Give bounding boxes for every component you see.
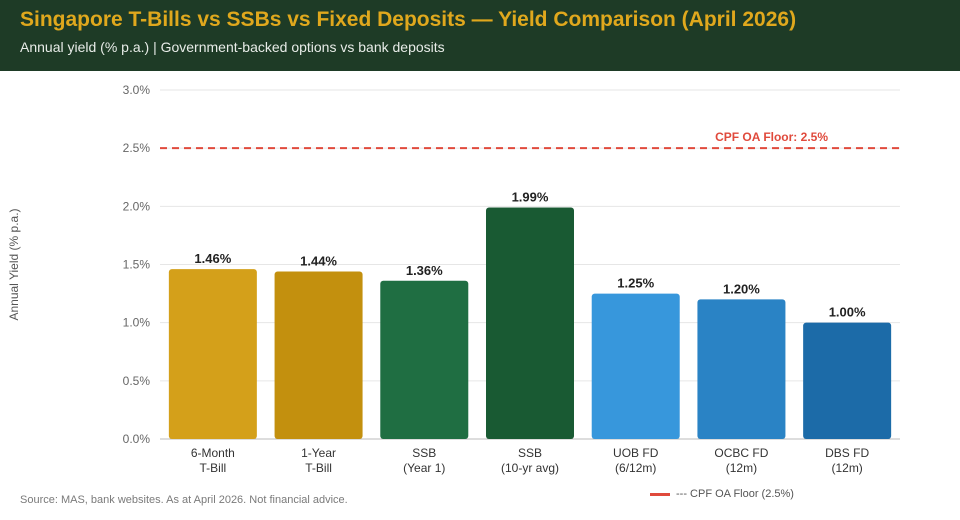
legend: --- CPF OA Floor (2.5%) [650,487,794,501]
y-tick-label: 2.0% [123,199,151,213]
bar[interactable] [486,207,574,439]
bar-value-label: 1.00% [829,305,866,320]
x-category-label: DBS FD [825,446,869,460]
x-category-label: SSB [518,446,542,460]
y-tick-label: 0.0% [123,432,151,446]
x-category-label: (Year 1) [403,461,445,475]
x-category-label: T-Bill [200,461,227,475]
y-tick-label: 1.0% [123,316,151,330]
y-tick-label: 2.5% [123,141,151,155]
source-note: Source: MAS, bank websites. As at April … [20,494,348,506]
x-category-label: (6/12m) [615,461,656,475]
y-tick-label: 0.5% [123,374,151,388]
bar[interactable] [380,280,469,439]
bar-value-label: 1.99% [512,189,549,204]
bar-value-label: 1.20% [723,281,760,296]
x-category-label: (10-yr avg) [501,461,559,475]
bar-value-label: 1.36% [406,263,443,278]
x-category-label: UOB FD [613,446,659,460]
legend-label: --- CPF OA Floor (2.5%) [676,488,794,500]
y-tick-label: 3.0% [123,83,151,97]
x-category-label: 1-Year [301,446,336,460]
chart-title: Singapore T-Bills vs SSBs vs Fixed Depos… [20,8,797,31]
yield-bar-chart: 0.0% 0.5% 1.0% 1.5% 2.0% 2.5% 3.0% Annual Yield… [7,83,900,475]
bar-value-label: 1.44% [300,253,337,268]
x-category-label: (12m) [726,461,757,475]
y-axis-label: Annual Yield (% p.a.) [7,208,21,320]
bar[interactable] [168,269,257,439]
cpf-floor-label: CPF OA Floor: 2.5% [715,130,828,144]
x-category-label: T-Bill [305,461,332,475]
bar-value-label: 1.46% [194,251,231,266]
x-category-label: (12m) [831,461,862,475]
bar[interactable] [274,271,363,439]
header-banner: Singapore T-Bills vs SSBs vs Fixed Depos… [0,0,960,71]
bar[interactable] [803,322,892,439]
x-category-label: SSB [412,446,436,460]
chart-subtitle: Annual yield (% p.a.) | Government-backe… [20,39,445,55]
x-category-label: OCBC FD [714,446,768,460]
x-category-label: 6-Month [191,446,235,460]
bar[interactable] [697,299,786,439]
legend-swatch [650,492,670,496]
y-tick-label: 1.5% [123,258,151,272]
bar-value-label: 1.25% [617,276,654,291]
bar[interactable] [591,293,680,439]
